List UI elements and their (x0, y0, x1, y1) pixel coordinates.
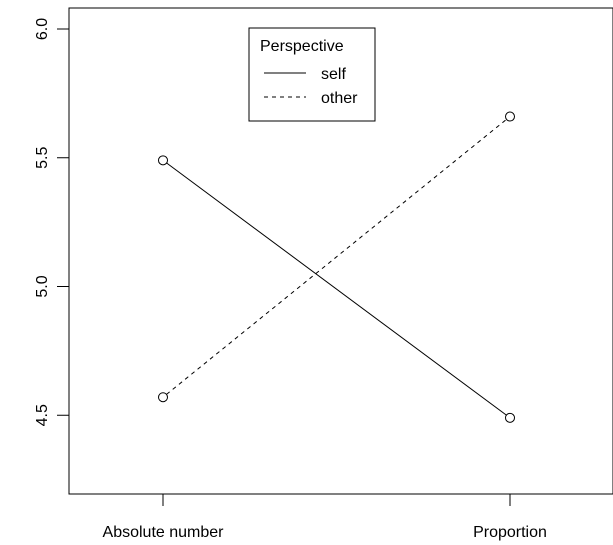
data-point-other (505, 111, 515, 122)
series-line-other (166, 118, 507, 395)
legend-title: Perspective (260, 38, 344, 55)
series-line-self (166, 162, 507, 416)
legend-label-self: self (321, 66, 346, 83)
data-point-other (158, 392, 168, 403)
data-point-self (158, 155, 168, 166)
x-tick-label: Absolute number (103, 524, 225, 541)
plot-frame (68, 7, 613, 495)
series-layer (158, 111, 515, 423)
y-tick-label: 4.5 (34, 404, 51, 426)
y-tick-label: 6.0 (34, 18, 51, 40)
legend-box (248, 27, 376, 122)
x-axis: Absolute number Proportion (103, 494, 547, 541)
legend: Perspective self other (248, 27, 376, 122)
data-point-self (505, 412, 515, 423)
y-axis: 4.5 5.0 5.5 6.0 (34, 18, 69, 426)
x-tick-label: Proportion (473, 524, 547, 541)
y-tick-label: 5.5 (34, 147, 51, 169)
y-tick-label: 5.0 (34, 275, 51, 297)
legend-label-other: other (321, 90, 358, 107)
